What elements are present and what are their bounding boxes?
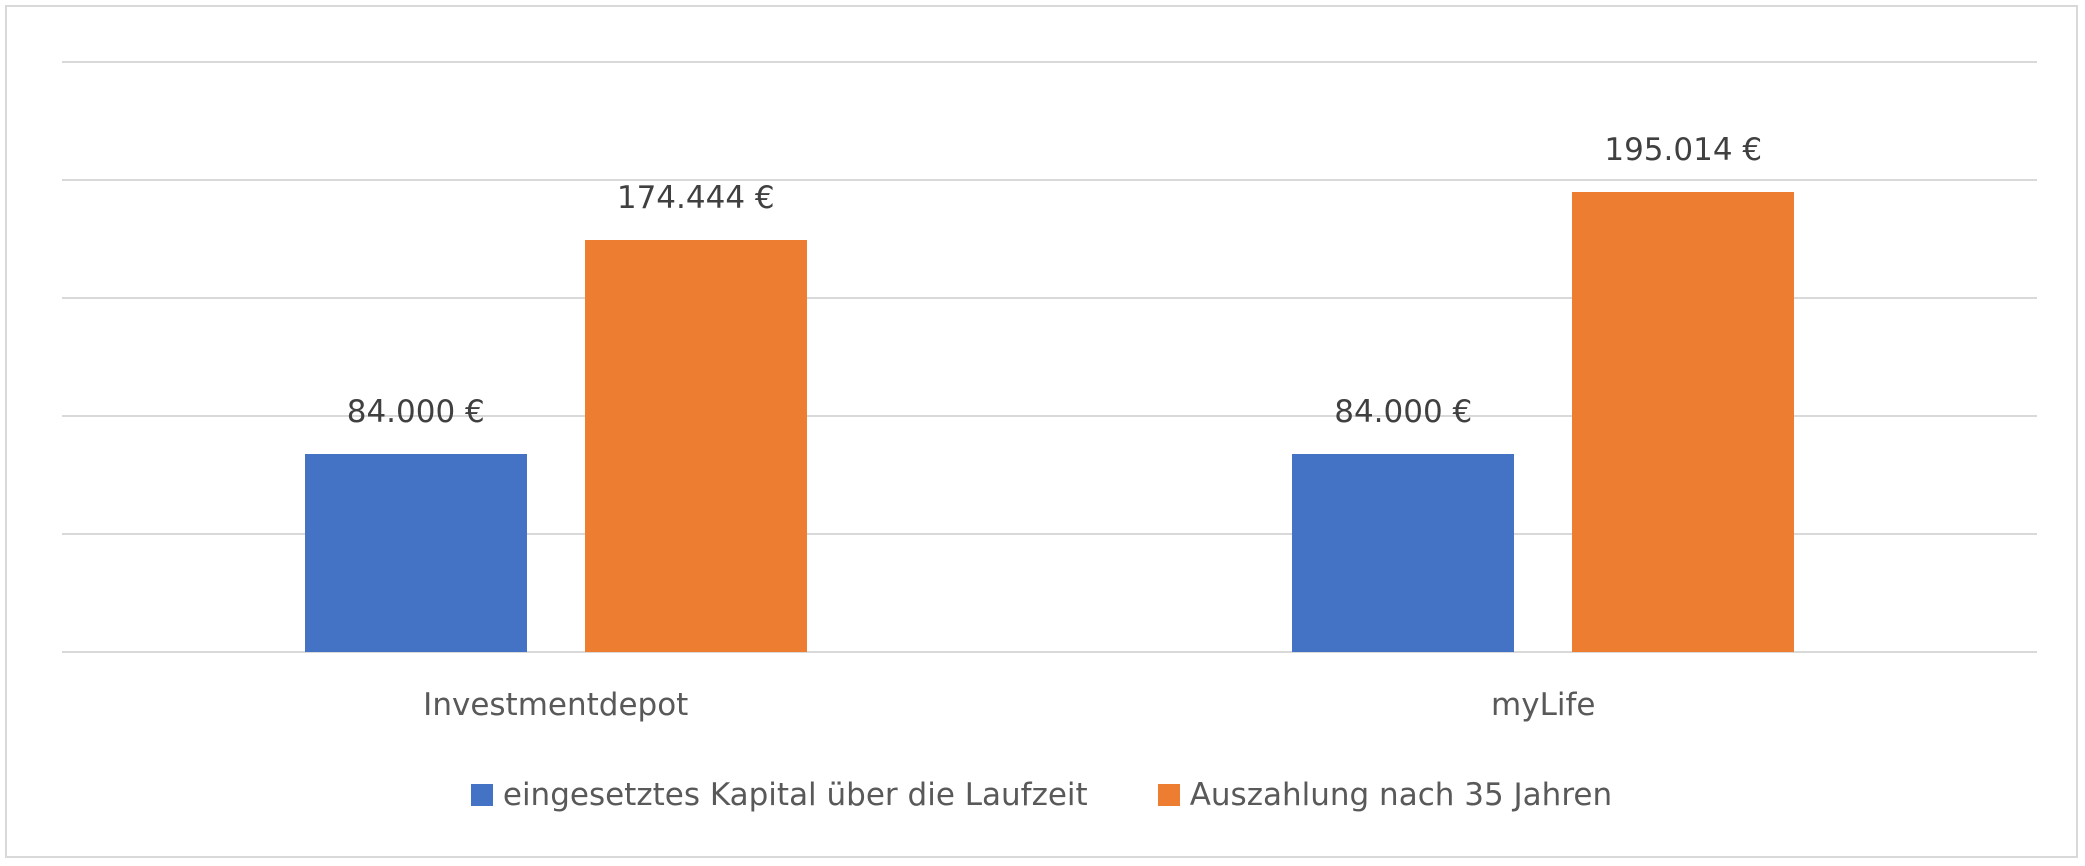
- gridline: [62, 415, 2037, 417]
- legend: eingesetztes Kapital über die Laufzeit A…: [7, 777, 2076, 813]
- data-label: 174.444 €: [616, 180, 775, 217]
- legend-swatch-orange-icon: [1157, 784, 1180, 806]
- legend-swatch-blue-icon: [470, 784, 493, 806]
- gridline: [62, 297, 2037, 299]
- chart-frame: 84.000 € 174.444 € 84.000 € 195.014 € Inves…: [5, 5, 2078, 858]
- gridline: [62, 179, 2037, 181]
- plot-area: 84.000 € 174.444 € 84.000 € 195.014 €: [62, 61, 2037, 653]
- bar-mylife-1: [1572, 191, 1795, 652]
- category-label-mylife: myLife: [1491, 687, 1596, 723]
- bar-investmentdepot-0: [304, 453, 527, 652]
- data-label: 84.000 €: [346, 393, 485, 430]
- gridline: [62, 651, 2037, 653]
- gridline: [62, 61, 2037, 63]
- category-label-investmentdepot: Investmentdepot: [423, 687, 689, 723]
- legend-label-auszahlung: Auszahlung nach 35 Jahren: [1189, 777, 1613, 813]
- legend-item-kapital: eingesetztes Kapital über die Laufzeit: [470, 777, 1088, 813]
- bar-investmentdepot-1: [584, 240, 807, 652]
- legend-label-kapital: eingesetztes Kapital über die Laufzeit: [502, 777, 1088, 813]
- legend-item-auszahlung: Auszahlung nach 35 Jahren: [1157, 777, 1613, 813]
- gridline: [62, 533, 2037, 535]
- data-label: 84.000 €: [1334, 393, 1473, 430]
- data-label: 195.014 €: [1604, 131, 1763, 168]
- bar-mylife-0: [1292, 453, 1515, 652]
